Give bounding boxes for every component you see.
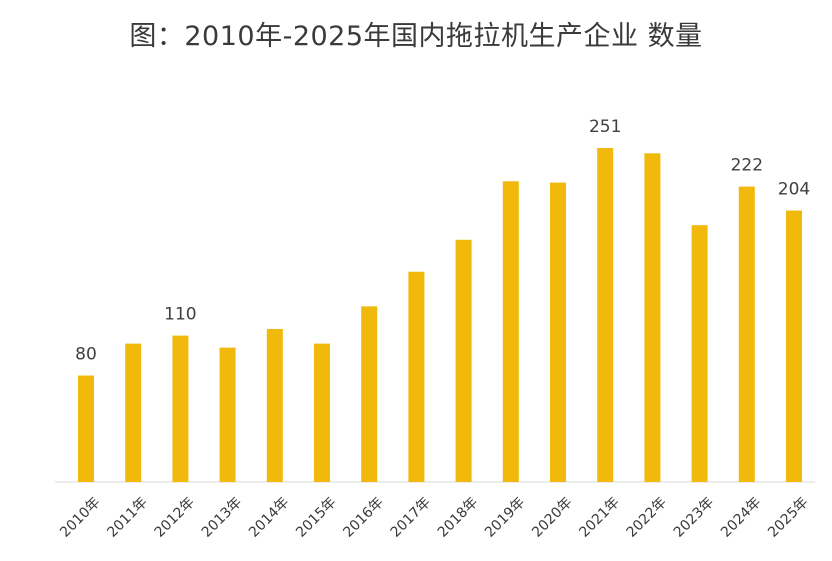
bar-2021年 bbox=[597, 148, 614, 482]
bar-2014年 bbox=[266, 328, 283, 482]
bar-2011年 bbox=[125, 343, 142, 482]
bar-2012年 bbox=[172, 335, 189, 482]
x-tick-label: 2025年 bbox=[765, 494, 811, 540]
x-tick-label: 2013年 bbox=[199, 494, 245, 540]
x-tick-label: 2011年 bbox=[104, 494, 150, 540]
data-label-2021年: 251 bbox=[589, 117, 621, 137]
bar-2023年 bbox=[691, 225, 708, 483]
x-tick-label: 2016年 bbox=[340, 494, 386, 540]
x-tick-label: 2018年 bbox=[435, 494, 481, 540]
bar-2020年 bbox=[550, 182, 566, 483]
bar-2015年 bbox=[314, 343, 330, 482]
chart-title: 图：2010年-2025年国内拖拉机生产企业 数量 bbox=[129, 21, 703, 52]
bar-2010年 bbox=[78, 375, 94, 482]
x-tick-label: 2020年 bbox=[529, 494, 575, 540]
x-tick-label: 2023年 bbox=[671, 494, 717, 540]
bar-2024年 bbox=[738, 186, 755, 482]
bar-2018年 bbox=[455, 239, 472, 482]
data-label-2025年: 204 bbox=[778, 180, 810, 200]
x-tick-label: 2015年 bbox=[293, 494, 339, 540]
data-label-2010年: 80 bbox=[75, 345, 97, 365]
bar-2017年 bbox=[408, 271, 425, 482]
bar-2016年 bbox=[361, 306, 378, 482]
data-label-2024年: 222 bbox=[731, 156, 763, 176]
x-tick-label: 2022年 bbox=[624, 494, 670, 540]
bar-2013年 bbox=[219, 347, 236, 482]
x-tick-label: 2017年 bbox=[388, 494, 434, 540]
bar-2019年 bbox=[502, 181, 519, 482]
x-tick-label: 2014年 bbox=[246, 494, 292, 540]
x-tick-label: 2019年 bbox=[482, 494, 528, 540]
bar-2025年 bbox=[786, 210, 802, 482]
x-tick-label: 2012年 bbox=[152, 494, 198, 540]
x-tick-label: 2024年 bbox=[718, 494, 764, 540]
x-tick-label: 2010年 bbox=[57, 494, 103, 540]
data-label-2012年: 110 bbox=[164, 305, 196, 325]
bar-2022年 bbox=[644, 153, 661, 483]
x-tick-label: 2021年 bbox=[576, 494, 622, 540]
